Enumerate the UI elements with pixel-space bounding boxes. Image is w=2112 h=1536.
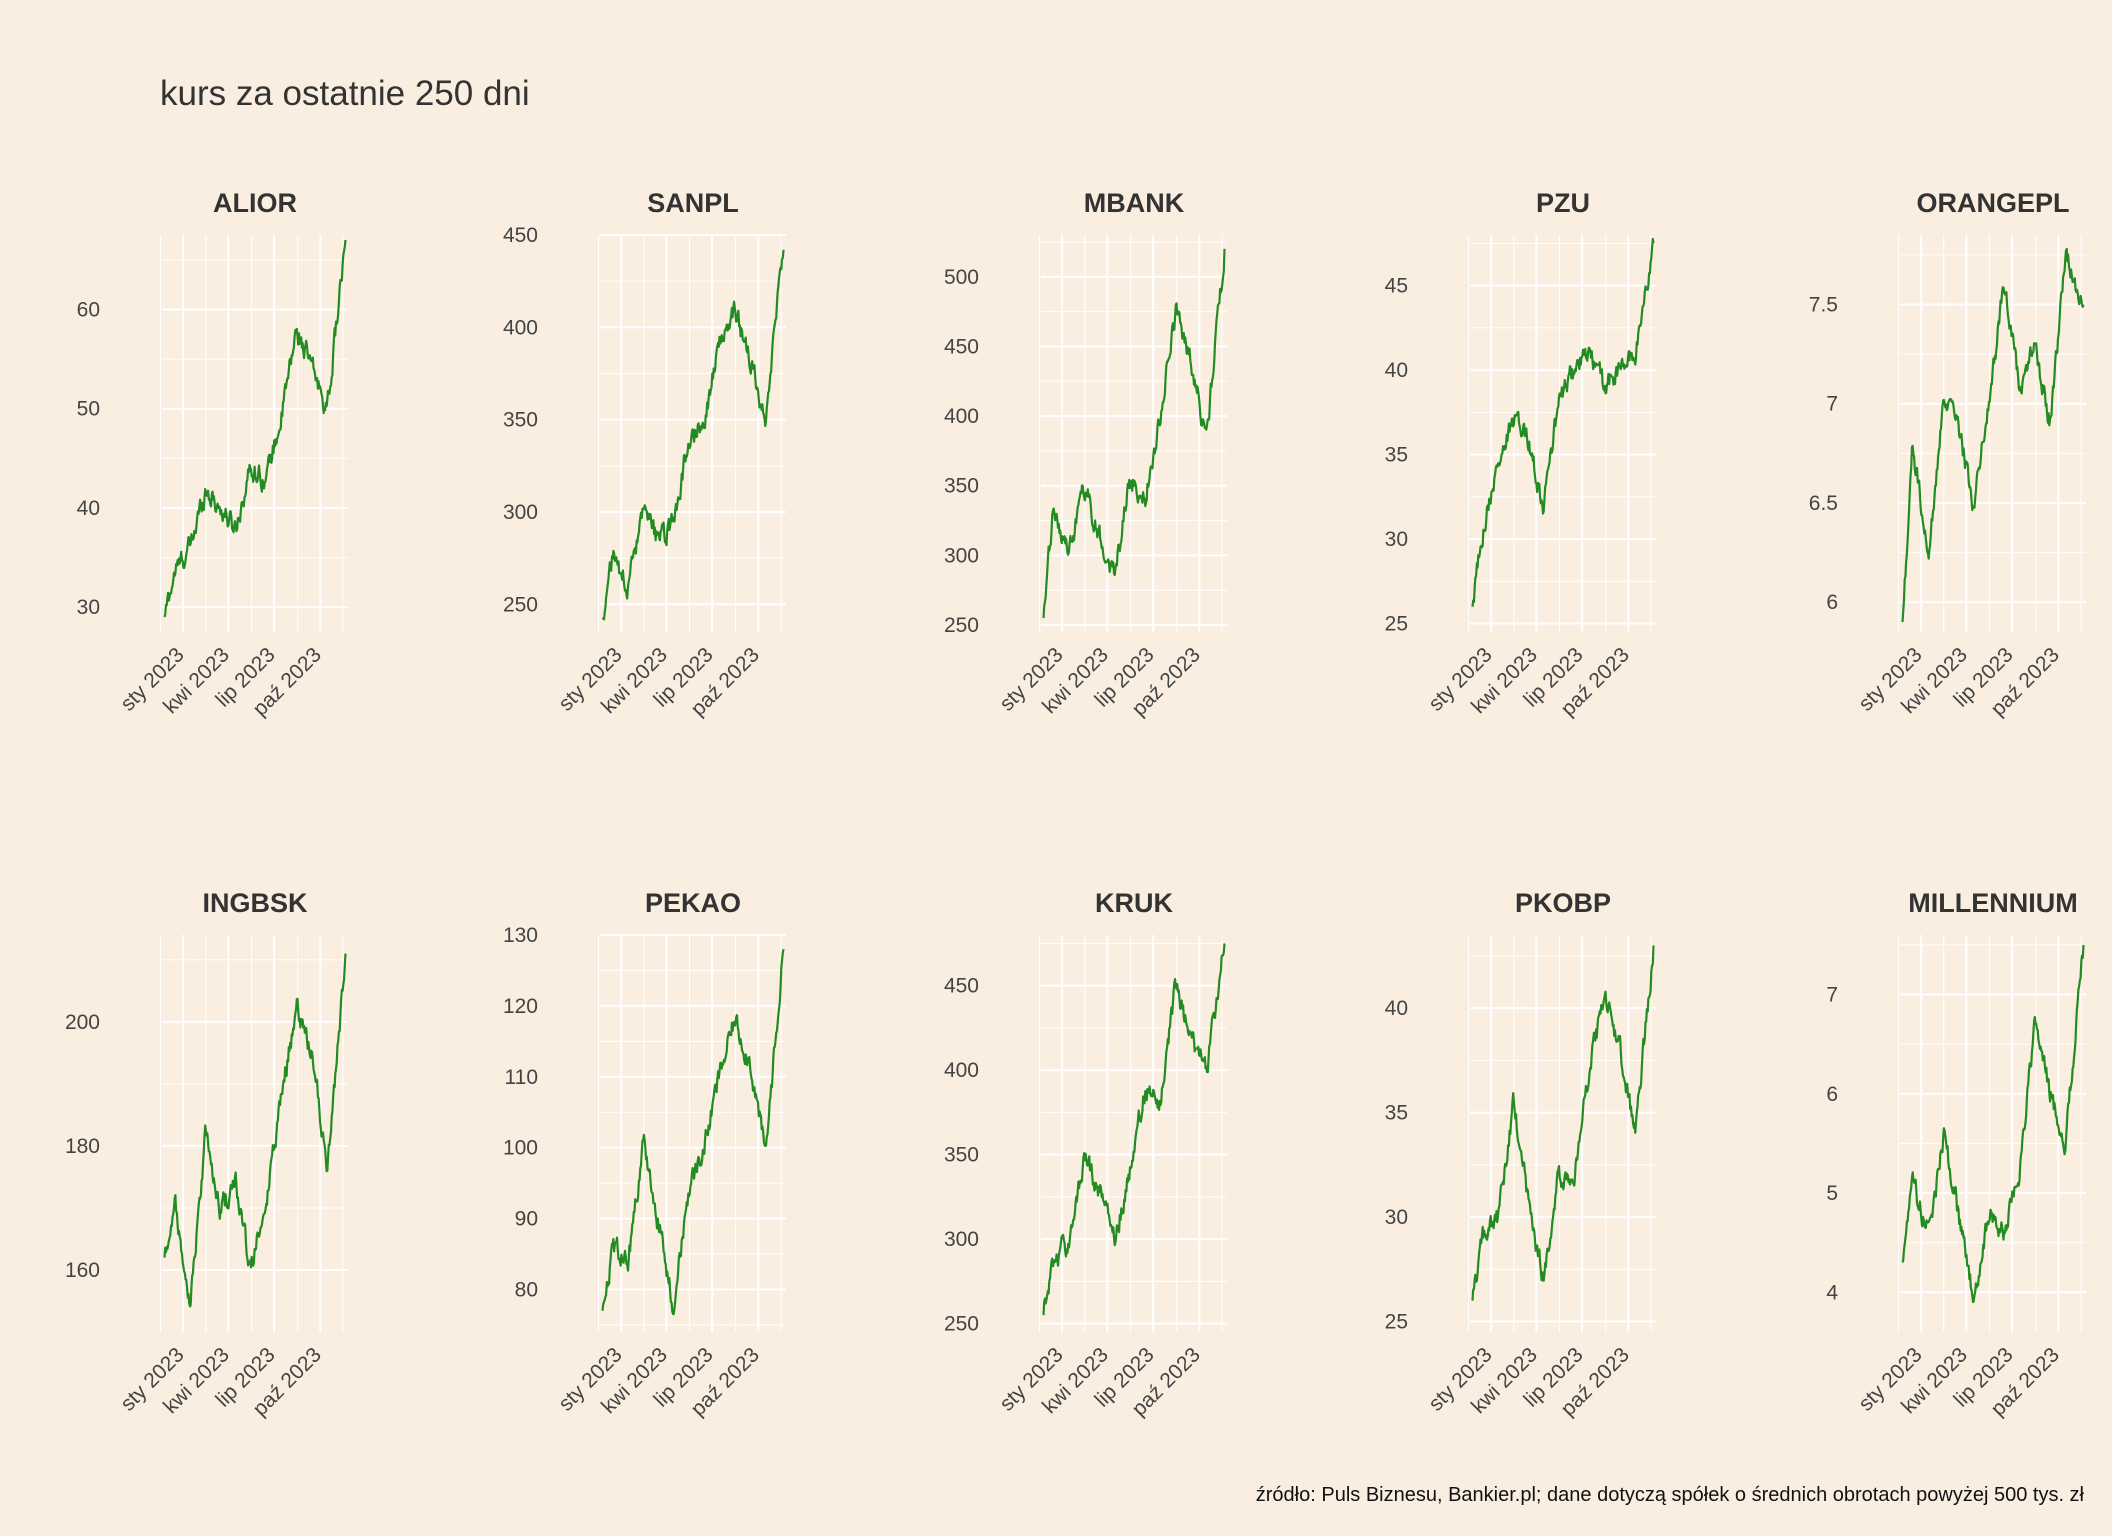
- y-tick-label: 250: [944, 614, 979, 637]
- y-tick-label: 50: [77, 398, 100, 421]
- y-tick-label: 40: [1385, 359, 1408, 382]
- source-note: źródło: Puls Biznesu, Bankier.pl; dane d…: [1255, 1484, 2084, 1506]
- y-tick-label: 300: [944, 1228, 979, 1251]
- panel-title: MILLENNIUM: [1908, 888, 2077, 918]
- y-tick-label: 250: [944, 1313, 979, 1336]
- y-tick-label: 35: [1385, 444, 1408, 467]
- price-line: [163, 239, 347, 618]
- y-tick-label: 6.5: [1809, 492, 1838, 515]
- y-tick-label: 400: [944, 405, 979, 428]
- page-title: kurs za ostatnie 250 dni: [160, 74, 530, 113]
- y-tick-label: 25: [1385, 1311, 1408, 1334]
- price-line: [1471, 945, 1655, 1301]
- panel-title: MBANK: [1084, 188, 1185, 218]
- y-tick-label: 7: [1826, 393, 1838, 416]
- y-tick-label: 400: [944, 1059, 979, 1082]
- panel-title: PZU: [1536, 188, 1590, 218]
- panel-title: ORANGEPL: [1916, 188, 2069, 218]
- y-tick-label: 450: [944, 335, 979, 358]
- y-tick-label: 160: [65, 1259, 100, 1282]
- y-tick-label: 350: [944, 1144, 979, 1167]
- price-line: [1042, 943, 1226, 1316]
- y-tick-label: 120: [503, 995, 538, 1018]
- y-tick-label: 25: [1385, 613, 1408, 636]
- y-tick-label: 500: [944, 266, 979, 289]
- y-tick-label: 200: [65, 1011, 100, 1034]
- y-tick-label: 30: [1385, 1206, 1408, 1229]
- y-tick-label: 7.5: [1809, 293, 1838, 316]
- y-tick-label: 130: [503, 924, 538, 947]
- price-line: [1471, 237, 1655, 607]
- price-line: [1901, 944, 2085, 1304]
- y-tick-label: 7: [1826, 984, 1838, 1007]
- y-tick-label: 450: [944, 975, 979, 998]
- y-tick-label: 40: [77, 497, 100, 520]
- y-tick-label: 80: [515, 1278, 538, 1301]
- y-tick-label: 110: [505, 1066, 538, 1089]
- price-line: [1042, 248, 1226, 619]
- y-tick-label: 300: [503, 501, 538, 524]
- panel-title: INGBSK: [202, 888, 308, 918]
- y-tick-label: 180: [65, 1135, 100, 1158]
- price-line: [1901, 247, 2085, 623]
- y-tick-label: 100: [503, 1137, 538, 1160]
- y-tick-label: 90: [515, 1208, 538, 1231]
- price-line: [601, 948, 785, 1316]
- panel-title: ALIOR: [213, 188, 297, 218]
- y-tick-label: 250: [503, 593, 538, 616]
- panel-title: KRUK: [1095, 888, 1173, 918]
- panel-title: PEKAO: [645, 888, 741, 918]
- y-tick-label: 35: [1385, 1102, 1408, 1125]
- y-tick-label: 45: [1385, 275, 1408, 298]
- y-tick-label: 40: [1385, 997, 1408, 1020]
- y-tick-label: 5: [1826, 1182, 1838, 1205]
- y-tick-label: 6: [1826, 1083, 1838, 1106]
- y-tick-label: 30: [1385, 528, 1408, 551]
- panel-title: PKOBP: [1515, 888, 1611, 918]
- y-tick-label: 60: [77, 298, 100, 321]
- y-tick-label: 350: [944, 475, 979, 498]
- y-tick-label: 6: [1826, 591, 1838, 614]
- y-tick-label: 30: [77, 596, 100, 619]
- price-line: [163, 953, 347, 1308]
- y-tick-label: 350: [503, 409, 538, 432]
- y-tick-label: 450: [503, 224, 538, 247]
- y-tick-label: 300: [944, 544, 979, 567]
- y-tick-label: 400: [503, 316, 538, 339]
- price-line: [601, 249, 785, 621]
- y-tick-label: 4: [1826, 1281, 1838, 1304]
- panel-title: SANPL: [647, 188, 739, 218]
